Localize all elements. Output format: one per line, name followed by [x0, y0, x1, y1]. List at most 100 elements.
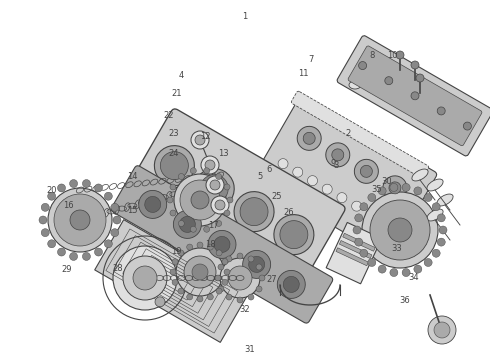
Text: 35: 35 [371, 185, 382, 194]
Circle shape [160, 152, 188, 180]
Circle shape [248, 294, 254, 300]
Circle shape [256, 286, 262, 292]
Circle shape [274, 215, 314, 255]
Circle shape [133, 266, 157, 290]
Circle shape [237, 297, 243, 303]
Bar [340, 240, 372, 258]
Ellipse shape [133, 185, 158, 205]
Circle shape [123, 256, 167, 300]
Text: 19: 19 [171, 248, 182, 256]
Circle shape [218, 264, 224, 270]
Text: 32: 32 [240, 305, 250, 314]
Circle shape [155, 297, 165, 307]
Circle shape [243, 251, 270, 278]
Circle shape [227, 197, 233, 203]
Text: 18: 18 [205, 240, 216, 249]
Circle shape [308, 176, 318, 186]
Circle shape [277, 270, 305, 298]
Circle shape [54, 194, 106, 246]
Circle shape [234, 192, 274, 231]
Circle shape [104, 192, 112, 200]
Circle shape [383, 176, 407, 200]
Circle shape [208, 230, 236, 258]
Bar [140, 255, 204, 307]
Circle shape [464, 122, 471, 130]
Circle shape [190, 226, 196, 232]
Circle shape [145, 197, 161, 212]
Ellipse shape [168, 206, 193, 225]
Circle shape [215, 275, 221, 281]
Circle shape [39, 216, 47, 224]
Circle shape [215, 200, 225, 210]
Text: 28: 28 [112, 264, 123, 273]
Circle shape [437, 238, 445, 246]
Text: 5: 5 [257, 172, 262, 181]
Circle shape [259, 275, 265, 281]
Text: 16: 16 [63, 201, 74, 210]
Circle shape [70, 210, 90, 230]
Circle shape [354, 159, 378, 183]
Circle shape [224, 210, 230, 216]
Circle shape [216, 288, 222, 294]
Circle shape [178, 220, 184, 226]
Text: 27: 27 [267, 274, 277, 284]
Circle shape [167, 197, 173, 203]
FancyBboxPatch shape [292, 91, 429, 178]
Circle shape [278, 159, 288, 169]
Circle shape [428, 316, 456, 344]
Circle shape [280, 221, 308, 249]
Circle shape [48, 240, 56, 248]
Circle shape [322, 184, 332, 194]
Circle shape [237, 253, 243, 259]
Ellipse shape [202, 225, 228, 245]
Text: 31: 31 [245, 345, 255, 354]
Bar [326, 222, 382, 284]
Text: 15: 15 [127, 206, 138, 215]
Ellipse shape [271, 265, 297, 285]
Circle shape [226, 294, 232, 300]
Bar [106, 229, 238, 333]
Circle shape [293, 167, 303, 177]
Circle shape [378, 187, 386, 195]
Circle shape [70, 252, 77, 260]
Circle shape [170, 210, 176, 216]
Circle shape [381, 218, 391, 228]
Circle shape [111, 229, 119, 237]
Circle shape [216, 250, 222, 256]
Bar [156, 269, 188, 293]
Circle shape [170, 184, 176, 190]
Text: 33: 33 [392, 244, 402, 253]
Text: 25: 25 [271, 192, 282, 201]
Circle shape [432, 203, 440, 211]
Circle shape [378, 265, 386, 273]
Text: 20: 20 [46, 186, 57, 195]
Circle shape [360, 165, 372, 177]
Ellipse shape [412, 169, 428, 181]
Circle shape [192, 264, 208, 280]
Text: 7: 7 [309, 55, 314, 64]
Circle shape [178, 174, 184, 180]
Circle shape [432, 249, 440, 257]
Text: 12: 12 [200, 132, 211, 141]
Bar [114, 235, 230, 327]
Circle shape [402, 269, 410, 276]
Circle shape [207, 294, 213, 300]
Circle shape [111, 203, 119, 211]
FancyBboxPatch shape [111, 166, 333, 323]
Circle shape [194, 168, 234, 209]
Circle shape [248, 256, 265, 273]
Circle shape [187, 294, 193, 300]
Circle shape [216, 174, 221, 180]
Text: 1: 1 [243, 12, 247, 21]
Circle shape [57, 184, 66, 192]
Circle shape [206, 176, 224, 194]
Bar [148, 262, 196, 300]
Circle shape [228, 266, 252, 290]
Text: 26: 26 [284, 208, 294, 217]
Circle shape [411, 61, 419, 69]
Circle shape [396, 51, 404, 59]
Circle shape [240, 198, 268, 226]
Circle shape [297, 126, 321, 150]
FancyBboxPatch shape [115, 109, 345, 310]
Text: 8: 8 [370, 51, 375, 60]
